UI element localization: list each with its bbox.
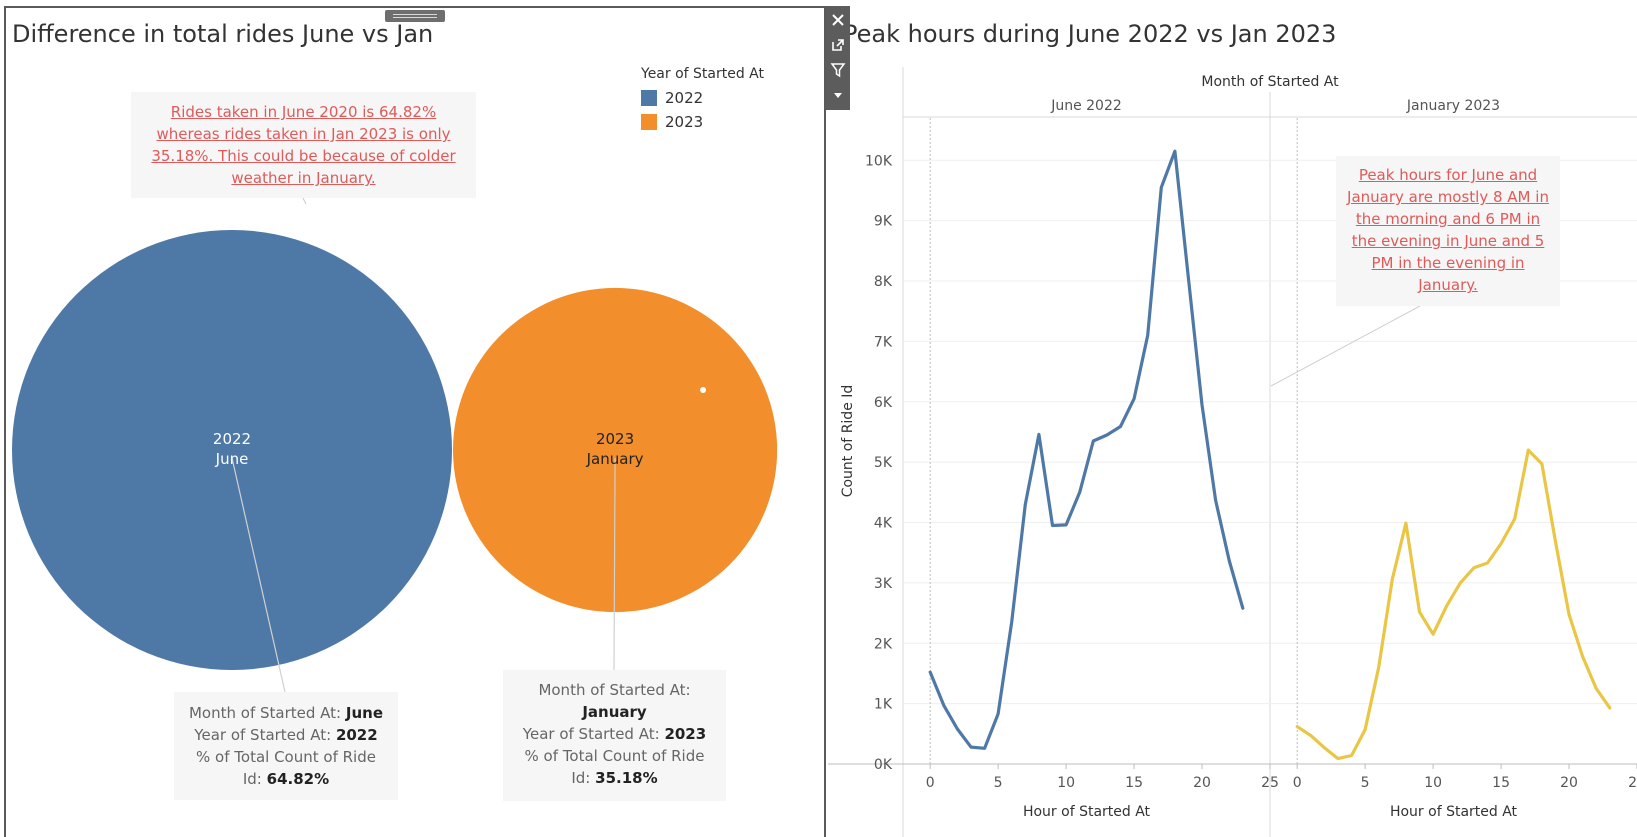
close-icon[interactable] <box>828 9 848 31</box>
bubble-2023[interactable] <box>453 287 778 613</box>
drag-handle-icon[interactable] <box>385 10 445 22</box>
filter-icon[interactable] <box>828 59 848 81</box>
x-axis-label-1: Hour of Started At <box>1390 804 1518 820</box>
bubble-tooltip-pointer-2022 <box>231 457 286 693</box>
legend-swatch-2022 <box>641 90 657 106</box>
bubble-hover-dot <box>700 387 707 393</box>
right-annotation[interactable]: Peak hours for June and January are most… <box>1336 156 1560 306</box>
tooltip-jan-year-value: 2023 <box>664 725 707 743</box>
x-tick-label-1-15: 15 <box>1492 775 1510 791</box>
x-tick-label-0-0: 0 <box>926 775 935 791</box>
tooltip-june-pct-value: 64.82% <box>266 770 330 788</box>
x-tick-label-1-20: 20 <box>1560 775 1578 791</box>
tooltip-june-pct-label: % of Total Count of Ride <box>196 748 376 766</box>
tooltip-jan-year-label: Year of Started At: <box>522 725 660 743</box>
y-tick-label-5000: 5K <box>874 455 893 471</box>
tooltip-jan-pct-label: % of Total Count of Ride <box>524 747 705 765</box>
tooltip-jan-pct-label2: Id: <box>571 769 591 787</box>
y-tick-label-9000: 9K <box>874 214 893 230</box>
legend-label-2023: 2023 <box>665 113 704 131</box>
panel-header-0: June 2022 <box>1050 98 1122 114</box>
left-chart-title: Difference in total rides June vs Jan <box>12 20 434 48</box>
bubble-tooltip-pointer-2023 <box>613 457 616 671</box>
tooltip-jan-month-label: Month of Started At: <box>538 681 691 699</box>
open-external-icon[interactable] <box>828 34 848 56</box>
x-tick-label-1-0: 0 <box>1293 775 1302 791</box>
right-title-clip: Peak hours during June 2022 vs Jan 2023 <box>850 20 1637 56</box>
left-annotation[interactable]: Rides taken in June 2020 is 64.82% where… <box>131 92 476 198</box>
legend-swatch-2023 <box>641 114 657 130</box>
more-options-icon[interactable] <box>828 84 848 106</box>
x-tick-label-1-25: 25 <box>1628 775 1637 791</box>
x-tick-label-0-5: 5 <box>994 775 1003 791</box>
column-header-label: Month of Started At <box>1201 74 1339 90</box>
tooltip-june: Month of Started At: June Year of Starte… <box>174 692 398 800</box>
tooltip-june-pct-label2: Id: <box>242 770 262 788</box>
legend-item-2023[interactable]: 2023 <box>641 110 764 134</box>
y-tick-label-4000: 4K <box>874 516 893 532</box>
x-tick-label-0-25: 25 <box>1261 775 1279 791</box>
y-tick-label-8000: 8K <box>874 274 893 290</box>
bubble-chart: 2022 June 2023 January <box>12 197 778 693</box>
y-axis-label: Count of Ride Id <box>840 385 856 498</box>
y-tick-label-3000: 3K <box>874 576 893 592</box>
x-axis-label-0: Hour of Started At <box>1023 804 1151 820</box>
legend-item-2022[interactable]: 2022 <box>641 86 764 110</box>
panel-header-1: January 2023 <box>1406 98 1500 114</box>
y-tick-label-1000: 1K <box>874 697 893 713</box>
legend-title: Year of Started At <box>641 66 765 82</box>
bubble-month-label-2023: January <box>586 450 644 468</box>
y-tick-label-10000: 10K <box>865 153 893 169</box>
right-annotation-pointer <box>1270 305 1421 387</box>
right-chart-title: Peak hours during June 2022 vs Jan 2023 <box>850 20 1337 48</box>
y-tick-label-2000: 2K <box>874 636 893 652</box>
tooltip-january: Month of Started At: January Year of Sta… <box>503 670 726 801</box>
x-tick-label-0-10: 10 <box>1057 775 1075 791</box>
tooltip-june-month-value: June <box>345 704 383 722</box>
left-annotation-pointer <box>302 197 307 205</box>
series-line-0[interactable] <box>928 149 1245 750</box>
legend[interactable]: Year of Started At 2022 2023 <box>641 66 764 134</box>
y-tick-label-0: 0K <box>874 757 893 773</box>
bubble-month-label-2022: June <box>215 450 249 468</box>
x-tick-label-0-20: 20 <box>1193 775 1211 791</box>
bubble-year-label-2023: 2023 <box>596 430 634 448</box>
y-tick-label-7000: 7K <box>874 334 893 350</box>
tooltip-june-year-value: 2022 <box>335 726 378 744</box>
tooltip-june-year-label: Year of Started At: <box>194 726 332 744</box>
tooltip-jan-pct-value: 35.18% <box>595 769 658 787</box>
legend-label-2022: 2022 <box>665 89 704 107</box>
x-tick-label-0-15: 15 <box>1125 775 1143 791</box>
y-tick-label-6000: 6K <box>874 395 893 411</box>
series-line-1[interactable] <box>1295 448 1612 761</box>
bubble-2022[interactable] <box>12 230 452 670</box>
worksheet-toolbar <box>826 6 850 110</box>
x-tick-label-1-10: 10 <box>1424 775 1442 791</box>
tooltip-june-month-label: Month of Started At: <box>188 704 342 722</box>
bubble-year-label-2022: 2022 <box>213 430 251 448</box>
x-tick-label-1-5: 5 <box>1361 775 1370 791</box>
tooltip-jan-month-value: January <box>582 703 647 721</box>
